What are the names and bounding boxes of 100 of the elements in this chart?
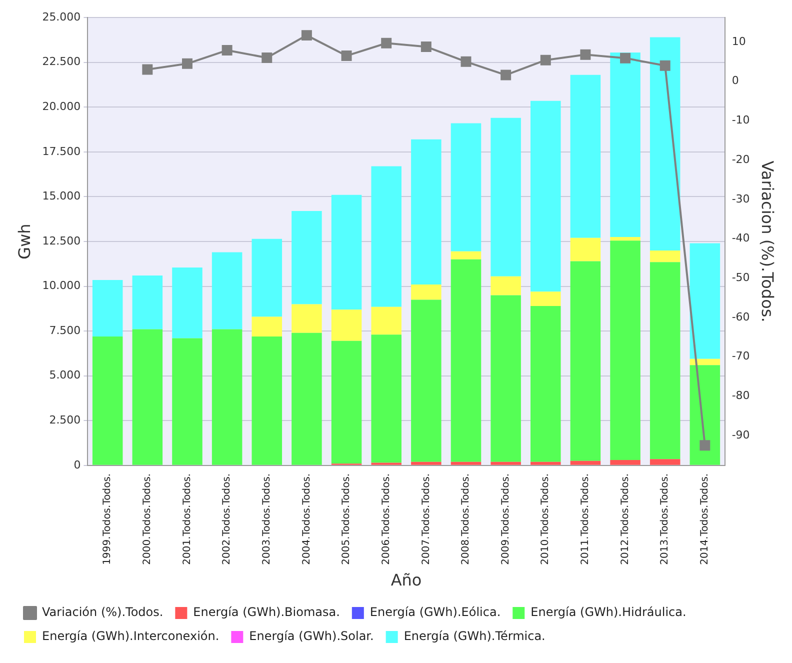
bar bbox=[411, 300, 442, 462]
bar bbox=[292, 332, 322, 465]
point bbox=[420, 41, 432, 52]
point bbox=[700, 440, 710, 451]
y-tick-label: 12.500 bbox=[42, 234, 81, 248]
y2-tick-label: -10 bbox=[732, 114, 750, 127]
x-tick-label: 2005.Todos.Todos. bbox=[341, 473, 352, 565]
y-tick-label: 22.500 bbox=[42, 55, 81, 68]
x-tick-label: 2008.Todos.Todos. bbox=[460, 473, 472, 565]
bar bbox=[650, 250, 680, 262]
y2-tick-label: -50 bbox=[732, 270, 750, 284]
bar bbox=[650, 262, 680, 460]
legend-label: Energía (GWh).Interconexión. bbox=[42, 629, 220, 644]
point bbox=[660, 60, 670, 71]
x-tick-label: 2011.Todos.Todos. bbox=[580, 473, 592, 565]
point bbox=[341, 50, 352, 62]
x-tick-label: 2003.Todos.Todos. bbox=[261, 473, 272, 565]
bar bbox=[450, 462, 482, 465]
bar bbox=[570, 261, 601, 461]
bar bbox=[212, 252, 242, 330]
point bbox=[381, 38, 392, 48]
x-tick-label: 2002.Todos.Todos. bbox=[222, 473, 233, 565]
bar bbox=[690, 243, 720, 359]
y2-tick-label: 10 bbox=[732, 34, 746, 48]
bar bbox=[172, 338, 202, 465]
bar bbox=[650, 459, 680, 465]
y-tick-label: 5.000 bbox=[49, 368, 81, 382]
x-tick-label: 2001.Todos.Todos. bbox=[182, 473, 193, 565]
x-axis-title: Año bbox=[390, 570, 422, 590]
bar bbox=[292, 211, 322, 304]
y-tick-label: 15.000 bbox=[42, 190, 81, 203]
legend-label: Energía (GWh).Solar. bbox=[249, 629, 374, 644]
y-tick-label: 20.000 bbox=[42, 100, 81, 114]
legend-label: Energía (GWh).Hidráulica. bbox=[530, 605, 686, 620]
y2-tick-label: -80 bbox=[732, 389, 750, 402]
bar bbox=[610, 240, 640, 460]
bar bbox=[172, 267, 202, 338]
point bbox=[142, 64, 153, 75]
bar bbox=[650, 37, 680, 250]
legend-label: Energía (GWh).Térmica. bbox=[404, 629, 546, 644]
bar bbox=[92, 336, 123, 465]
y-tick-label: 10.000 bbox=[42, 279, 81, 292]
y2-tick-label: -60 bbox=[732, 310, 750, 324]
bar bbox=[212, 329, 242, 465]
y-tick-label: 0 bbox=[74, 458, 81, 472]
bar bbox=[411, 284, 442, 300]
point bbox=[580, 49, 591, 60]
y-tick-label: 17.500 bbox=[42, 144, 81, 158]
bar bbox=[610, 52, 640, 238]
bar bbox=[530, 306, 561, 462]
bar bbox=[371, 166, 402, 307]
x-tick-label: 2014.Todos.Todos. bbox=[700, 473, 711, 565]
bar bbox=[610, 460, 640, 465]
point bbox=[540, 54, 551, 66]
bar bbox=[331, 194, 362, 310]
x-tick-label: 2009.Todos.Todos. bbox=[500, 473, 512, 565]
y2-tick-label: -30 bbox=[732, 192, 750, 206]
bar bbox=[92, 280, 123, 336]
point bbox=[222, 45, 232, 56]
x-tick-label: 2006.Todos.Todos. bbox=[380, 473, 392, 565]
y2-axis-title: Variacion (%).Todos. bbox=[758, 160, 778, 322]
legend-label: Energía (GWh).Eólica. bbox=[370, 605, 501, 620]
bar bbox=[450, 251, 482, 260]
x-tick-label: 2010.Todos.Todos. bbox=[540, 473, 552, 565]
bar bbox=[252, 316, 282, 336]
x-tick-label: 2013.Todos.Todos. bbox=[660, 473, 671, 565]
bar bbox=[371, 306, 402, 335]
legend-label: Variación (%).Todos. bbox=[42, 605, 164, 620]
bar bbox=[132, 329, 163, 465]
point bbox=[182, 58, 192, 69]
bar bbox=[570, 238, 601, 262]
bar bbox=[450, 259, 482, 462]
bar bbox=[690, 365, 720, 465]
y2-tick-label: 0 bbox=[732, 74, 739, 88]
bar bbox=[252, 336, 282, 465]
y-tick-label: 2.500 bbox=[49, 413, 81, 426]
point bbox=[460, 56, 472, 67]
point bbox=[500, 70, 512, 80]
point bbox=[301, 30, 312, 41]
bar bbox=[331, 310, 362, 341]
x-tick-label: 2000.Todos.Todos. bbox=[142, 473, 154, 565]
x-tick-label: 2004.Todos.Todos. bbox=[301, 473, 312, 565]
point bbox=[620, 52, 631, 64]
bar bbox=[530, 100, 561, 292]
bar bbox=[292, 304, 322, 333]
y2-tick-label: -40 bbox=[732, 232, 750, 245]
bar bbox=[490, 276, 521, 296]
bar bbox=[331, 340, 362, 464]
bar bbox=[371, 334, 402, 463]
bar bbox=[450, 123, 482, 252]
y2-tick-label: -20 bbox=[732, 152, 750, 166]
bar bbox=[490, 118, 521, 276]
bar bbox=[530, 292, 561, 306]
bar bbox=[610, 237, 640, 241]
bar bbox=[570, 74, 601, 238]
bar bbox=[530, 462, 561, 465]
x-tick-label: 2012.Todos.Todos. bbox=[620, 473, 631, 565]
y-tick-label: 7.500 bbox=[49, 324, 81, 337]
bar bbox=[132, 276, 163, 330]
y-axis-title: Gwh bbox=[14, 224, 34, 260]
